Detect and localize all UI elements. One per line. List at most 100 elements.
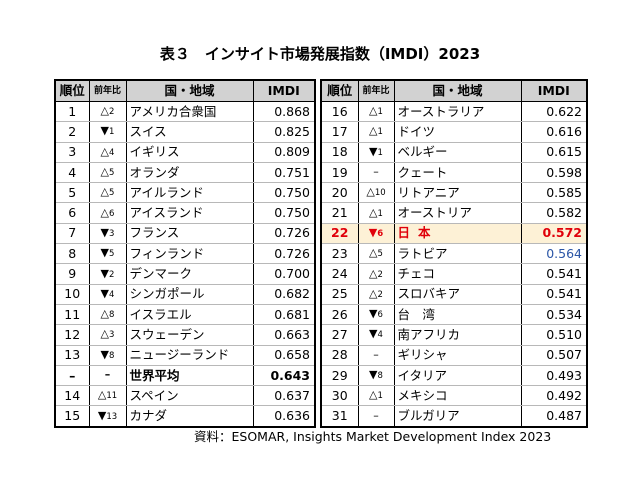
rank-cell: 24 [320, 263, 359, 285]
country-cell: ブルガリア [393, 405, 522, 428]
table-row: 20 △10 リトアニア 0.585 [320, 182, 588, 204]
imdi-score-cell: 0.750 [252, 182, 316, 204]
country-cell: ベルギー [393, 142, 522, 163]
country-cell: ラトビア [393, 243, 522, 265]
down-arrow-icon: ▼ [369, 368, 378, 381]
change-amount: 2 [109, 107, 115, 118]
up-arrow-icon: △ [366, 185, 375, 199]
country-cell: スペイン [125, 385, 254, 407]
prev-year-change-cell: △10 [357, 182, 395, 204]
imdi-score-cell: 0.825 [252, 121, 316, 143]
imdi-score-cell: 0.507 [520, 345, 588, 366]
prev-year-change-cell: △1 [357, 101, 395, 123]
imdi-score-cell: 0.493 [520, 365, 588, 387]
table-row: 22 ▼6 日本 0.572 [320, 223, 588, 245]
prev-year-change-cell: △4 [88, 142, 127, 163]
country-cell: アメリカ合衆国 [125, 101, 254, 123]
down-arrow-icon: ▼ [100, 246, 110, 260]
imdi-score-cell: 0.541 [520, 263, 588, 285]
change-amount: 4 [109, 289, 115, 300]
rank-cell: 13 [54, 345, 90, 366]
header-imdi: IMDI [252, 80, 316, 102]
header-prev-year: 前年比 [357, 80, 395, 102]
imdi-score-cell: 0.582 [520, 202, 588, 224]
imdi-score-cell: 0.681 [252, 304, 316, 326]
change-amount: 4 [109, 147, 115, 158]
prev-year-change-cell: △11 [88, 385, 127, 407]
up-arrow-icon: △ [369, 266, 378, 280]
source-note: 資料：ESOMAR, Insights Market Development I… [194, 429, 552, 444]
imdi-score-cell: 0.751 [252, 162, 316, 184]
rank-cell: 15 [54, 405, 90, 428]
country-cell: シンガポール [125, 284, 254, 305]
table-row: 8 ▼5 フィンランド 0.726 [54, 243, 316, 265]
table-row: 31– ブルガリア 0.487 [320, 405, 588, 428]
prev-year-change-cell: △1 [357, 202, 395, 224]
up-arrow-icon: △ [100, 104, 110, 118]
prev-year-change-cell: ▼13 [88, 405, 127, 428]
up-arrow-icon: △ [100, 165, 110, 179]
table-row: – – 世界平均 0.643 [54, 365, 316, 387]
change-amount: 11 [106, 391, 118, 402]
rank-cell: 26 [320, 304, 359, 326]
imdi-score-cell: 0.658 [252, 345, 316, 366]
imdi-score-cell: 0.637 [252, 385, 316, 407]
country-cell: 南アフリカ [393, 324, 522, 346]
change-amount: 8 [109, 350, 115, 361]
imdi-score-cell: 0.726 [252, 243, 316, 265]
imdi-score-cell: 0.510 [520, 324, 588, 346]
change-amount: 3 [109, 228, 115, 239]
rank-cell: 7 [54, 223, 90, 245]
imdi-score-cell: 0.541 [520, 284, 588, 305]
country-cell: オーストリア [393, 202, 522, 224]
header-country: 国・地域 [393, 80, 522, 102]
table-row: 27 ▼4 南アフリカ 0.510 [320, 324, 588, 346]
down-arrow-icon: ▼ [100, 124, 110, 138]
imdi-score-cell: 0.492 [520, 385, 588, 407]
no-change-mark: – [104, 368, 111, 381]
prev-year-change-cell: △2 [357, 263, 395, 285]
rank-cell: 10 [54, 284, 90, 305]
prev-year-change-cell: ▼5 [88, 243, 127, 265]
down-arrow-icon: ▼ [100, 266, 110, 280]
down-arrow-icon: ▼ [368, 225, 378, 239]
country-cell: イギリス [125, 142, 254, 163]
change-amount: 8 [109, 310, 115, 321]
prev-year-change-cell: △3 [88, 324, 127, 346]
table-row: 30 △1 メキシコ 0.492 [320, 385, 588, 407]
change-amount: 13 [106, 411, 118, 422]
up-arrow-icon: △ [369, 246, 378, 260]
table-row: 18 ▼1 ベルギー 0.615 [320, 142, 588, 163]
change-amount: 1 [377, 107, 383, 118]
change-amount: 6 [377, 228, 384, 239]
prev-year-change-cell: △5 [88, 182, 127, 204]
up-arrow-icon: △ [369, 104, 378, 118]
up-arrow-icon: △ [369, 286, 378, 300]
table-row: 23 △5 ラトビア 0.564 [320, 243, 588, 265]
country-cell: ギリシャ [393, 345, 522, 366]
up-arrow-icon: △ [100, 327, 110, 341]
table-row: 3 △4 イギリス 0.809 [54, 142, 316, 163]
change-amount: 6 [377, 310, 383, 321]
prev-year-change-cell: ▼2 [88, 263, 127, 285]
table-row: 15 ▼13 カナダ 0.636 [54, 405, 316, 428]
change-amount: 1 [109, 127, 115, 138]
country-cell: アイルランド [125, 182, 254, 204]
table-row: 19– クェート 0.598 [320, 162, 588, 184]
up-arrow-icon: △ [97, 388, 107, 402]
country-cell: スイス [125, 121, 254, 143]
rank-cell: 20 [320, 182, 359, 204]
country-cell: クェート [393, 162, 522, 184]
table-row: 14 △11 スペイン 0.637 [54, 385, 316, 407]
country-cell: ドイツ [393, 121, 522, 143]
country-cell: スロバキア [393, 284, 522, 305]
header-prev-year: 前年比 [88, 80, 127, 102]
rank-cell: 8 [54, 243, 90, 265]
prev-year-change-cell: △2 [357, 284, 395, 305]
change-amount: 3 [109, 330, 115, 341]
prev-year-change-cell: ▼6 [357, 304, 395, 326]
rank-cell: 1 [54, 101, 90, 123]
imdi-score-cell: 0.663 [252, 324, 316, 346]
table-row: 21 △1 オーストリア 0.582 [320, 202, 588, 224]
country-cell: フランス [125, 223, 254, 245]
